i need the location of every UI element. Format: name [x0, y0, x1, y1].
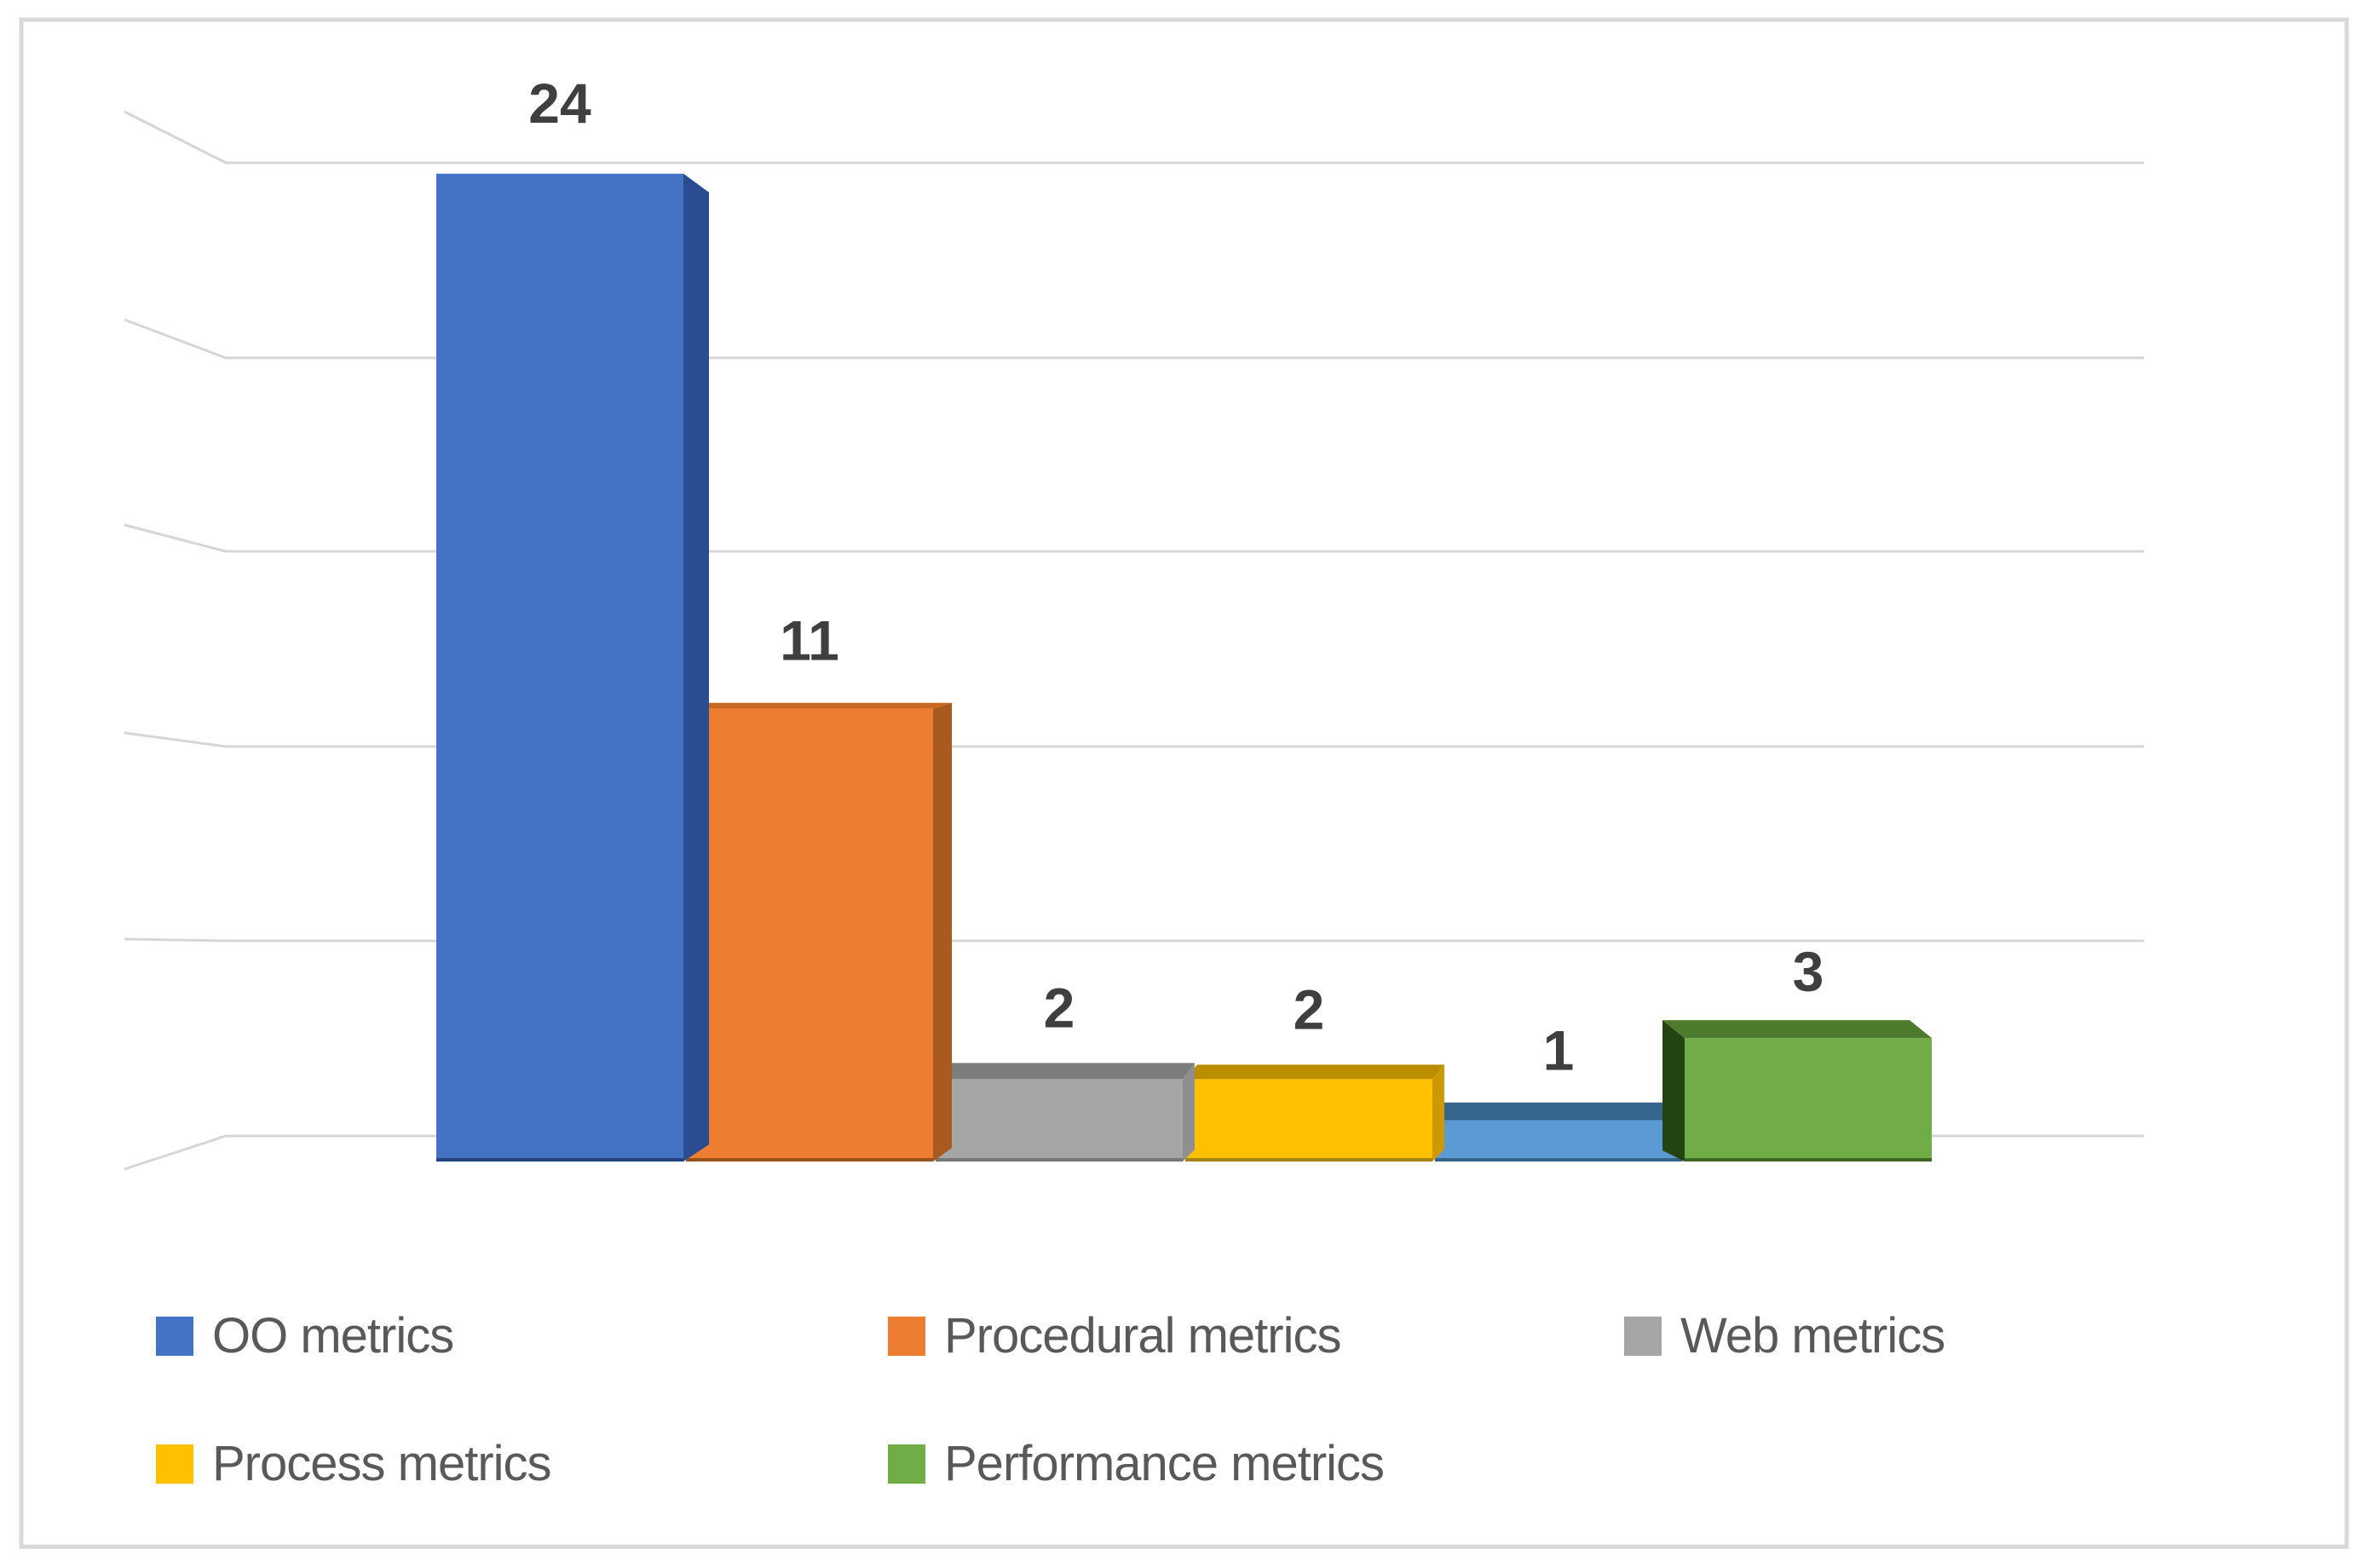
bar-front-face: [1435, 1120, 1682, 1162]
bars: [436, 173, 1932, 1162]
legend-item-performance-metrics: Performance metrics: [888, 1436, 1385, 1491]
bar-top-face: [936, 1063, 1195, 1080]
legend-item-oo-metrics: OO metrics: [156, 1308, 454, 1363]
bar-process-metrics: [1185, 1064, 1444, 1162]
gridline: [124, 318, 2144, 360]
gridline: [124, 523, 2144, 553]
legend-item-label: Performance metrics: [944, 1436, 1385, 1491]
bar-bottom-edge: [436, 1158, 683, 1162]
bar-top-face: [1185, 1064, 1444, 1080]
legend-item-label: Process metrics: [212, 1436, 552, 1491]
bar-front-face: [1185, 1079, 1432, 1162]
bar-value-label: 3: [1793, 940, 1824, 1003]
gridline: [124, 110, 2144, 164]
bar-side-face: [933, 702, 952, 1162]
bar-front-face: [686, 708, 933, 1162]
legend-swatch-icon: [1624, 1317, 1662, 1356]
legend-item-web-metrics: Web metrics: [1624, 1311, 1945, 1361]
bar-value-label: 24: [528, 72, 591, 135]
legend-item-procedural-metrics: Procedural metrics: [888, 1308, 1341, 1363]
bar-performance-metrics: [1662, 1020, 1932, 1162]
legend-swatch-icon: [888, 1317, 925, 1356]
bar-value-label: 11: [780, 609, 839, 672]
bar-front-face: [1685, 1038, 1932, 1162]
figure-border: [19, 17, 2349, 1549]
bar-side-face: [1662, 1020, 1685, 1162]
bar-bottom-edge: [1185, 1158, 1432, 1162]
bar-bottom-edge: [1435, 1158, 1682, 1162]
legend-item-label: Procedural metrics: [944, 1308, 1341, 1363]
bar-side-face: [683, 173, 709, 1162]
bar-bottom-edge: [936, 1158, 1183, 1162]
bar-front-face: [936, 1079, 1183, 1162]
bar-top-face: [686, 702, 952, 709]
gridline: [124, 731, 2144, 748]
bar-front-face: [436, 173, 683, 1162]
bar-value-label: 1: [1543, 1019, 1575, 1082]
bar-oo-metrics: [436, 173, 709, 1162]
bar-bottom-edge: [1685, 1158, 1932, 1162]
legend-item-process-metrics: Process metrics: [156, 1436, 552, 1491]
bar-side-face: [1183, 1063, 1195, 1162]
bar-top-face: [1662, 1020, 1932, 1039]
bar-side-face: [1432, 1064, 1444, 1162]
bar-top-face: [1435, 1102, 1691, 1121]
legend-swatch-icon: [888, 1444, 925, 1484]
bar-series-5: [1435, 1102, 1691, 1162]
legend-swatch-icon: [156, 1317, 193, 1356]
bar-value-label: 2: [1044, 976, 1075, 1039]
bar-value-label: 2: [1294, 977, 1325, 1041]
value-labels: 1 2 2 11 24 3: [528, 72, 1824, 1082]
legend-item-label: Web metrics: [1680, 1308, 1945, 1363]
gridline: [124, 937, 2144, 943]
legend-swatch-icon: [156, 1444, 193, 1484]
bar-web-metrics: [936, 1063, 1195, 1162]
legend-item-label: OO metrics: [212, 1308, 454, 1363]
bar-bottom-edge: [686, 1158, 933, 1162]
bar-procedural-metrics: [686, 702, 952, 1162]
